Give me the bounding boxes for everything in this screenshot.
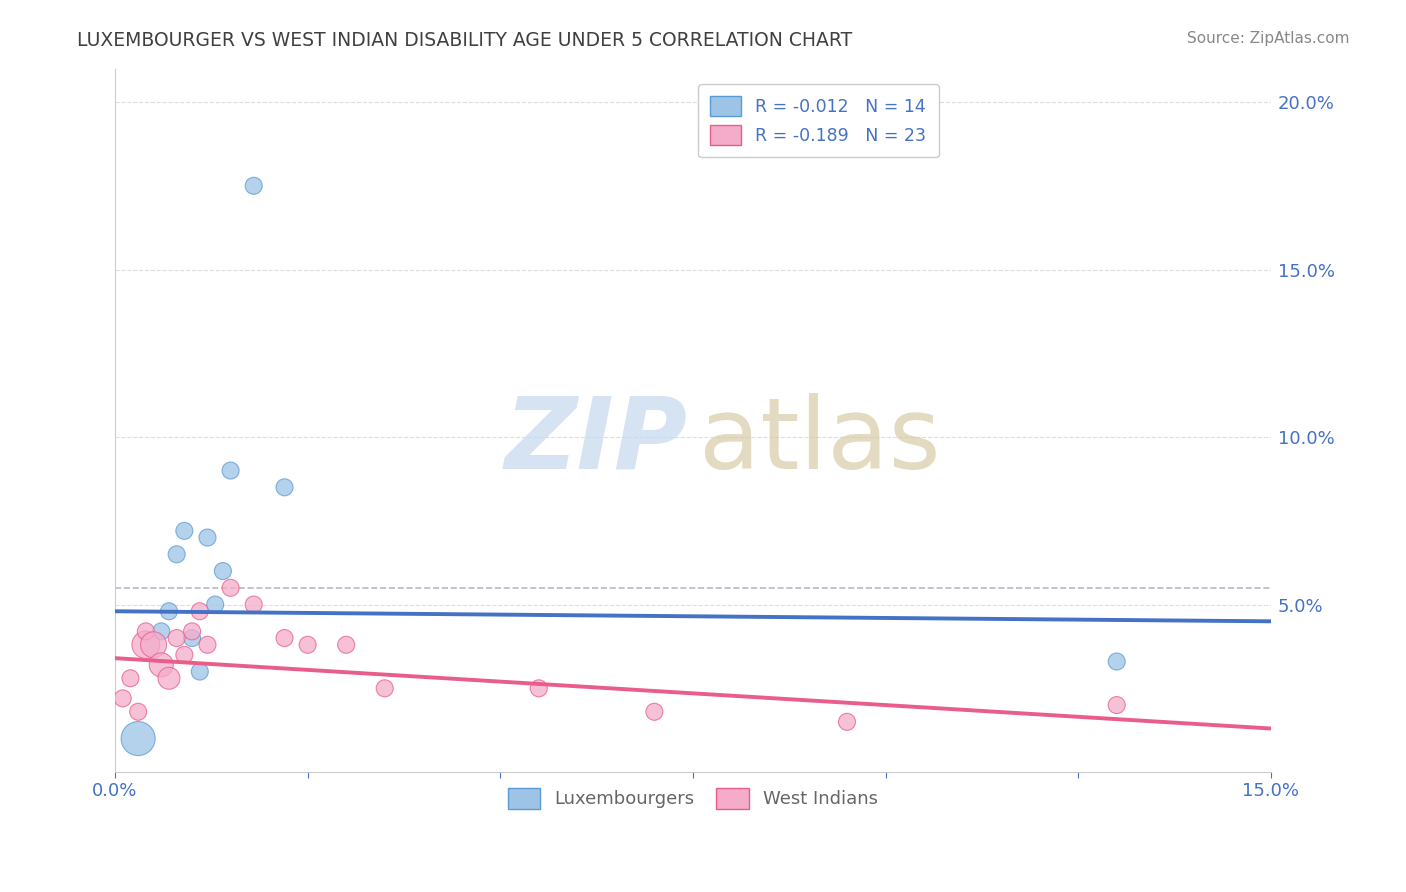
Text: LUXEMBOURGER VS WEST INDIAN DISABILITY AGE UNDER 5 CORRELATION CHART: LUXEMBOURGER VS WEST INDIAN DISABILITY A… [77, 31, 852, 50]
Text: ZIP: ZIP [505, 392, 688, 490]
Point [219, 464, 242, 478]
Point [527, 681, 550, 696]
Point [188, 665, 211, 679]
Point [335, 638, 357, 652]
Point [127, 731, 149, 746]
Point [150, 624, 173, 639]
Point [120, 671, 142, 685]
Text: Source: ZipAtlas.com: Source: ZipAtlas.com [1187, 31, 1350, 46]
Point [135, 638, 157, 652]
Point [219, 581, 242, 595]
Legend: Luxembourgers, West Indians: Luxembourgers, West Indians [501, 780, 886, 816]
Point [150, 657, 173, 672]
Point [188, 604, 211, 618]
Point [374, 681, 396, 696]
Text: atlas: atlas [699, 392, 941, 490]
Point [135, 624, 157, 639]
Point [166, 547, 188, 561]
Point [835, 714, 858, 729]
Point [166, 631, 188, 645]
Point [127, 705, 149, 719]
Point [204, 598, 226, 612]
Point [273, 480, 295, 494]
Point [173, 648, 195, 662]
Point [1105, 655, 1128, 669]
Point [157, 604, 180, 618]
Point [212, 564, 235, 578]
Point [142, 638, 165, 652]
Point [242, 178, 264, 193]
Point [157, 671, 180, 685]
Point [111, 691, 134, 706]
Point [273, 631, 295, 645]
Point [643, 705, 665, 719]
Point [1105, 698, 1128, 712]
Point [181, 624, 204, 639]
Point [297, 638, 319, 652]
Point [242, 598, 264, 612]
Point [181, 631, 204, 645]
Point [173, 524, 195, 538]
Point [197, 531, 219, 545]
Point [197, 638, 219, 652]
